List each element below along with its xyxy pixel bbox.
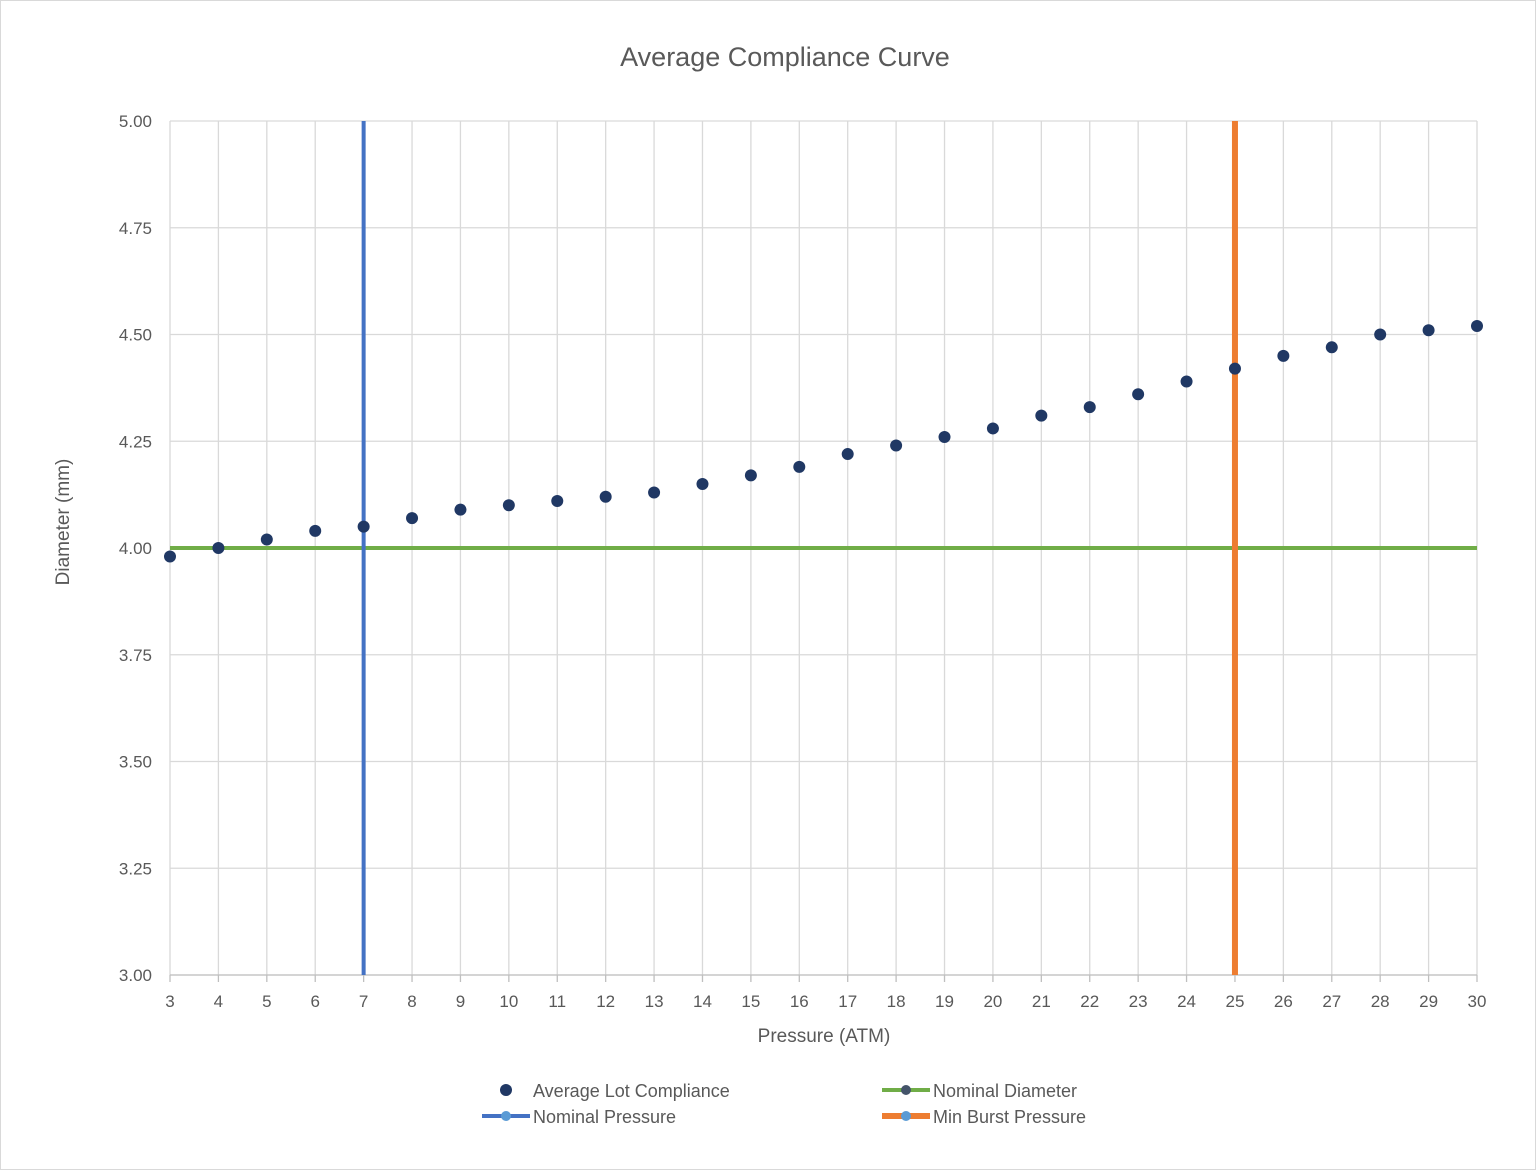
legend-label: Average Lot Compliance — [533, 1081, 730, 1101]
x-tick-label: 13 — [645, 992, 664, 1011]
data-point — [551, 495, 564, 508]
legend-item-min-burst-pressure: Min Burst Pressure — [882, 1107, 1086, 1127]
data-point — [357, 520, 370, 533]
x-tick-label: 11 — [548, 992, 566, 1011]
x-tick-label: 17 — [838, 992, 857, 1011]
x-tick-label: 4 — [214, 992, 223, 1011]
legend-label: Nominal Diameter — [933, 1081, 1077, 1101]
x-tick-label: 3 — [165, 992, 174, 1011]
legend-marker — [901, 1085, 911, 1095]
chart-title: Average Compliance Curve — [620, 42, 950, 72]
x-tick-label: 28 — [1371, 992, 1390, 1011]
data-point — [1471, 319, 1483, 332]
x-tick-label: 26 — [1274, 992, 1293, 1011]
x-tick-label: 16 — [790, 992, 809, 1011]
data-point — [406, 512, 419, 525]
data-point — [260, 533, 273, 546]
x-tick-label: 14 — [693, 992, 712, 1011]
data-point — [696, 477, 709, 490]
data-point — [502, 499, 515, 512]
data-point — [1422, 324, 1435, 337]
x-tick-label: 7 — [359, 992, 368, 1011]
legend-marker — [901, 1111, 911, 1121]
legend-marker — [501, 1111, 511, 1121]
data-points — [164, 319, 1483, 563]
legend: Average Lot Compliance Nominal Diameter No… — [482, 1081, 1086, 1127]
data-point — [1277, 349, 1290, 362]
data-point — [1035, 409, 1048, 422]
y-tick-label: 4.00 — [119, 539, 152, 558]
legend-item-nominal-diameter: Nominal Diameter — [882, 1081, 1077, 1101]
data-point — [599, 490, 612, 503]
y-tick-label: 5.00 — [119, 112, 152, 131]
data-point — [309, 524, 322, 537]
x-tick-label: 21 — [1032, 992, 1051, 1011]
data-point — [938, 430, 951, 443]
x-tick-label: 24 — [1177, 992, 1196, 1011]
x-tick-label: 23 — [1129, 992, 1148, 1011]
y-axis-title: Diameter (mm) — [53, 459, 74, 586]
data-point — [1083, 401, 1096, 414]
data-point — [744, 469, 757, 482]
x-tick-label: 20 — [983, 992, 1002, 1011]
data-point — [1325, 341, 1338, 354]
data-point — [648, 486, 661, 499]
y-tick-label: 3.00 — [119, 966, 152, 985]
legend-marker — [500, 1084, 512, 1096]
data-point — [890, 439, 903, 452]
data-point — [1180, 375, 1193, 388]
y-tick-label: 4.25 — [119, 432, 152, 451]
x-tick-label: 18 — [887, 992, 906, 1011]
x-tick-label: 22 — [1080, 992, 1099, 1011]
x-tick-label: 29 — [1419, 992, 1438, 1011]
x-tick-label: 30 — [1468, 992, 1487, 1011]
data-point — [164, 550, 176, 563]
x-tick-label: 9 — [456, 992, 465, 1011]
x-tick-label: 12 — [596, 992, 615, 1011]
data-point — [212, 542, 225, 554]
x-tick-labels: 3 4 5 6 7 8 9 10 11 12 13 14 15 16 17 18 19 20 21 22 23 24 25 2… — [165, 992, 1486, 1011]
y-tick-label: 4.75 — [119, 219, 152, 238]
legend-item-nominal-pressure: Nominal Pressure — [482, 1107, 676, 1127]
grid — [169, 120, 1478, 982]
data-point — [841, 448, 854, 461]
legend-item-average-lot-compliance: Average Lot Compliance — [500, 1081, 730, 1101]
y-tick-labels: 3.00 3.25 3.50 3.75 4.00 4.25 4.50 4.75 5.00 — [119, 112, 152, 985]
x-tick-label: 27 — [1322, 992, 1341, 1011]
legend-label: Min Burst Pressure — [933, 1107, 1086, 1127]
x-tick-label: 8 — [407, 992, 416, 1011]
x-tick-label: 19 — [935, 992, 954, 1011]
x-tick-label: 15 — [741, 992, 760, 1011]
reference-lines — [170, 121, 1477, 975]
data-point — [1228, 362, 1241, 375]
x-tick-label: 25 — [1226, 992, 1245, 1011]
y-tick-label: 3.50 — [119, 753, 152, 772]
data-point — [793, 460, 806, 473]
data-point — [1374, 328, 1387, 341]
y-tick-label: 4.50 — [119, 326, 152, 345]
x-axis-title: Pressure (ATM) — [758, 1026, 891, 1047]
x-tick-label: 10 — [499, 992, 518, 1011]
data-point — [986, 422, 999, 435]
legend-label: Nominal Pressure — [533, 1107, 676, 1127]
y-tick-label: 3.25 — [119, 859, 152, 878]
x-tick-label: 6 — [310, 992, 319, 1011]
y-tick-label: 3.75 — [119, 646, 152, 665]
data-point — [1132, 388, 1145, 401]
data-point — [454, 503, 467, 516]
x-tick-label: 5 — [262, 992, 271, 1011]
